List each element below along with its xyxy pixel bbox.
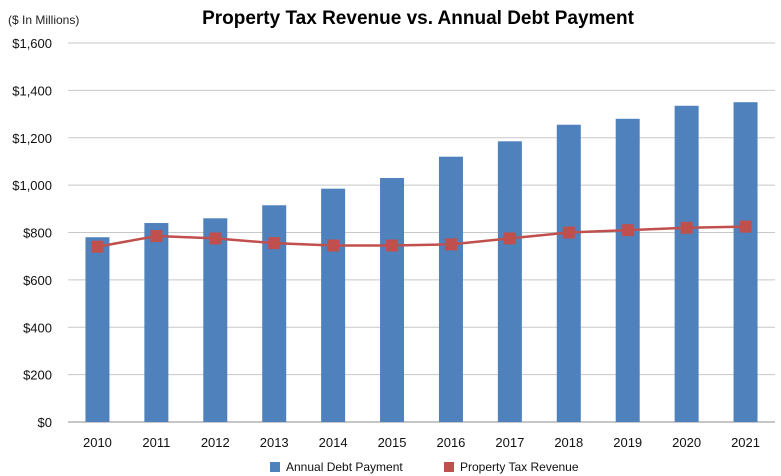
bar-debt-2015 — [380, 178, 405, 422]
legend-swatch-tax — [444, 462, 454, 472]
y-tick-label: $400 — [23, 320, 52, 335]
x-tick-label: 2020 — [672, 435, 701, 450]
marker-tax-2012 — [209, 232, 222, 245]
bar-debt-2012 — [203, 218, 228, 422]
x-tick-label: 2019 — [613, 435, 642, 450]
x-tick-label: 2018 — [554, 435, 583, 450]
bar-debt-2019 — [615, 118, 640, 423]
bar-debt-2020 — [674, 105, 699, 422]
legend-label-debt: Annual Debt Payment — [286, 460, 403, 474]
marker-tax-2017 — [503, 232, 516, 245]
y-unit-label: ($ In Millions) — [8, 13, 79, 27]
bar-debt-2010 — [85, 237, 110, 422]
x-tick-label: 2015 — [378, 435, 407, 450]
marker-tax-2019 — [621, 224, 634, 237]
marker-tax-2015 — [386, 239, 399, 252]
y-tick-label: $0 — [38, 415, 52, 430]
line-series — [91, 220, 752, 253]
y-tick-label: $200 — [23, 368, 52, 383]
x-tick-label: 2012 — [201, 435, 230, 450]
bar-debt-2021 — [733, 102, 758, 422]
bar-debt-2011 — [144, 223, 169, 422]
x-tick-label: 2010 — [83, 435, 112, 450]
legend: Annual Debt Payment Property Tax Revenue — [270, 460, 579, 474]
line-tax — [97, 225, 746, 248]
bar-debt-2017 — [497, 141, 522, 422]
marker-tax-2018 — [562, 226, 575, 239]
x-tick-label: 2021 — [731, 435, 760, 450]
y-tick-label: $800 — [23, 226, 52, 241]
gridlines — [68, 42, 775, 423]
y-tick-label: $1,600 — [12, 36, 52, 51]
legend-swatch-debt — [270, 462, 280, 472]
y-tick-label: $1,400 — [12, 83, 52, 98]
y-tick-label: $1,200 — [12, 131, 52, 146]
marker-tax-2010 — [91, 240, 104, 253]
x-tick-label: 2016 — [436, 435, 465, 450]
bar-debt-2014 — [321, 188, 346, 422]
x-tick-label: 2013 — [260, 435, 289, 450]
x-tick-label: 2011 — [142, 435, 170, 450]
y-tick-label: $1,000 — [12, 178, 52, 193]
y-axis-ticks: $0 $200 $400 $600 $800 $1,000 $1,200 $1,400 $1,6… — [12, 36, 52, 430]
x-axis-ticks: 2010 2011 2012 2013 2014 2015 2016 2017 2018 2019… — [83, 435, 760, 450]
bar-debt-2018 — [556, 124, 581, 423]
bar-series — [85, 102, 758, 423]
x-tick-label: 2017 — [495, 435, 524, 450]
y-tick-label: $600 — [23, 273, 52, 288]
chart-title: Property Tax Revenue vs. Annual Debt Pay… — [202, 8, 635, 29]
marker-tax-2011 — [150, 230, 163, 243]
marker-tax-2016 — [444, 238, 457, 251]
x-tick-label: 2014 — [319, 435, 348, 450]
marker-tax-2013 — [268, 237, 281, 250]
legend-label-tax: Property Tax Revenue — [460, 460, 579, 474]
marker-tax-2020 — [680, 221, 693, 234]
marker-tax-2021 — [739, 220, 752, 233]
marker-tax-2014 — [327, 239, 340, 252]
bar-debt-2016 — [438, 156, 463, 422]
